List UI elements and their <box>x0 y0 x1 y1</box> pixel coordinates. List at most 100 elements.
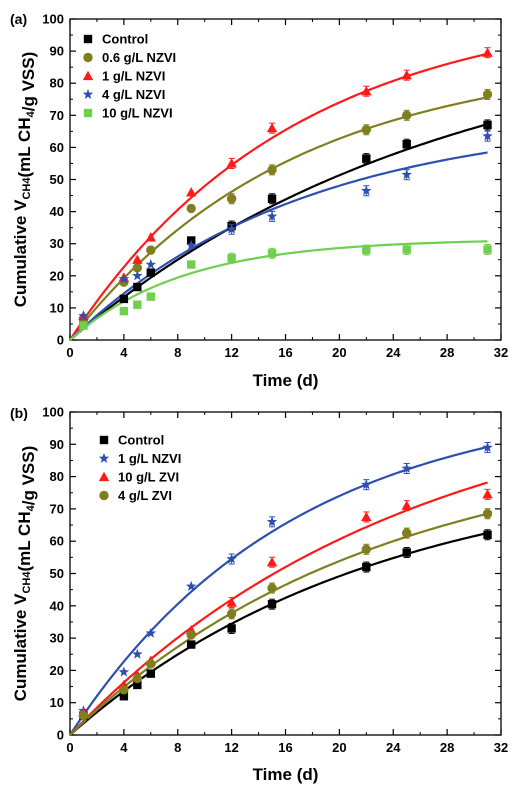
data-point <box>187 260 196 269</box>
data-point <box>185 580 197 591</box>
data-point <box>132 263 143 273</box>
data-point <box>361 544 372 554</box>
y-axis-title-part: (mL CH <box>15 511 34 571</box>
fit-curve <box>69 481 488 736</box>
x-tick-label: 8 <box>174 740 181 755</box>
y-tick-label: 50 <box>50 566 64 581</box>
x-tick-label: 32 <box>494 740 508 755</box>
data-point <box>483 530 492 539</box>
fit-curve <box>69 512 488 736</box>
data-point <box>483 245 492 254</box>
data-point <box>401 463 412 473</box>
fit-curve <box>69 151 488 341</box>
y-tick-label: 30 <box>50 631 64 646</box>
data-point <box>185 239 197 250</box>
x-axis-title: Time (d) <box>253 765 319 784</box>
y-tick-label: 60 <box>50 140 64 155</box>
data-point <box>227 253 236 263</box>
data-point <box>133 300 142 309</box>
data-point <box>226 553 237 564</box>
data-point <box>362 154 371 163</box>
chart-panel-1: 0 4 8 12 16 20 24 28 32 0 10 20 30 40 50 60 70 80 90 100 (a)… <box>10 11 508 390</box>
data-point <box>186 203 196 214</box>
data-point <box>226 597 237 607</box>
data-point <box>119 306 129 316</box>
data-point <box>482 489 493 499</box>
data-point <box>267 194 277 203</box>
data-point <box>362 245 371 255</box>
data-point <box>402 528 412 538</box>
y-tick-label: 80 <box>50 469 64 484</box>
y-tick-label: 60 <box>50 534 64 549</box>
legend-label: 0.6 g/L NZVI <box>102 50 176 65</box>
y-axis-title-part: Cumulative V <box>11 593 30 701</box>
data-point <box>132 270 143 281</box>
data-point <box>132 254 143 264</box>
legend-marker <box>83 108 93 118</box>
x-tick-label: 4 <box>120 345 128 360</box>
y-axis-title: Cumulative VCH4(mL CH4/g VSS) <box>11 52 38 308</box>
data-point <box>267 165 277 175</box>
x-tick-label: 20 <box>332 345 346 360</box>
legend-label: 10 g/L ZVI <box>118 470 179 485</box>
x-tick-label: 0 <box>66 345 73 360</box>
y-tick-label: 50 <box>50 172 64 187</box>
y-tick-label: 0 <box>57 333 64 348</box>
legend-marker <box>82 89 94 99</box>
x-tick-label: 12 <box>224 345 238 360</box>
legend-marker <box>99 435 109 445</box>
data-point <box>266 556 278 567</box>
y-tick-label: 10 <box>50 695 64 710</box>
y-tick-label: 80 <box>50 76 64 91</box>
fit-curve <box>69 531 488 736</box>
y-tick-label: 10 <box>50 300 64 315</box>
data-point <box>482 47 493 57</box>
data-point <box>146 669 156 678</box>
y-axis-title-part: /g VSS) <box>19 446 38 506</box>
legend-label: 1 g/L NZVI <box>118 451 181 466</box>
x-tick-label: 32 <box>494 345 508 360</box>
data-point <box>119 692 129 701</box>
data-point <box>362 562 371 572</box>
x-tick-label: 0 <box>66 740 73 755</box>
panel-label: (a) <box>10 11 27 27</box>
y-tick-label: 30 <box>50 236 64 251</box>
data-point <box>482 442 493 452</box>
data-point <box>402 139 411 149</box>
legend-label: 10 g/L NZVI <box>102 106 173 121</box>
y-tick-label: 20 <box>50 663 64 678</box>
data-point <box>133 680 142 690</box>
data-point <box>402 245 411 254</box>
y-tick-label: 70 <box>50 108 64 123</box>
legend-marker <box>99 490 109 501</box>
legend-label: 4 g/L NZVI <box>102 87 165 102</box>
data-point <box>482 89 493 100</box>
y-axis-title-subscript: 4 <box>25 504 37 511</box>
legend-label: 1 g/L NZVI <box>102 69 165 84</box>
data-point <box>133 282 142 292</box>
y-axis-title-subscript: 4 <box>25 110 37 117</box>
chart-panel-2: 0 4 8 12 16 20 24 28 32 0 10 20 30 40 50 60 70 80 90 100 (b)… <box>10 405 508 785</box>
legend-marker <box>98 453 110 463</box>
data-point <box>226 194 237 204</box>
fit-curve <box>69 52 488 341</box>
data-point <box>146 659 156 669</box>
x-tick-label: 24 <box>386 740 401 755</box>
legend-label: Control <box>118 433 164 448</box>
data-point <box>483 120 492 130</box>
data-point <box>78 710 89 721</box>
data-point <box>118 273 130 284</box>
data-point <box>132 648 143 659</box>
data-point <box>119 685 129 695</box>
data-point <box>361 479 372 490</box>
legend-marker <box>82 70 94 81</box>
data-point <box>145 232 157 242</box>
y-tick-label: 0 <box>57 728 64 743</box>
data-point <box>266 210 278 221</box>
y-axis-title-part: Cumulative V <box>11 199 30 307</box>
data-point <box>145 259 157 270</box>
y-tick-label: 90 <box>50 437 64 452</box>
fit-curve <box>69 123 488 341</box>
data-point <box>226 158 237 168</box>
data-point <box>401 500 412 510</box>
